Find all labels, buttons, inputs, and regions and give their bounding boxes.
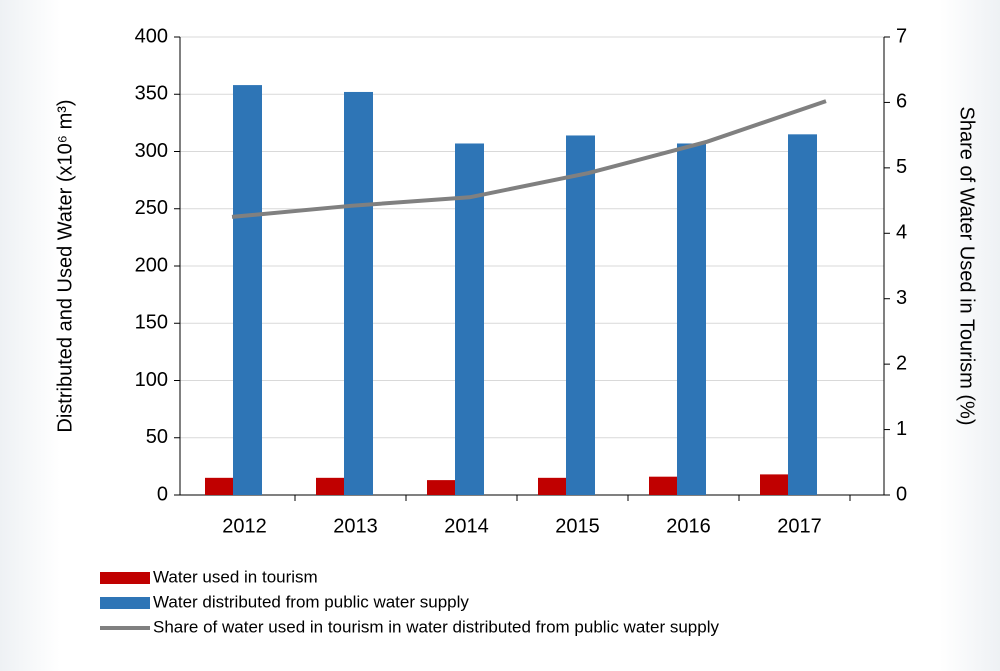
y-tick-label: 350 [135,83,168,105]
legend-swatch [100,572,150,584]
bar [233,85,262,495]
x-tick-label: 2016 [666,515,711,537]
y2-tick-label: 0 [896,483,907,505]
bar [316,477,344,495]
bar [649,476,677,495]
y2-tick-label: 6 [896,91,907,113]
y-axis-label: Distributed and Used Water (x10⁶ m³) [54,99,76,432]
bar [344,91,373,496]
bar [205,477,233,495]
bar [788,134,817,495]
bar [455,143,484,496]
legend-label: Water used in tourism [153,567,318,586]
y-tick-label: 250 [135,197,168,219]
bar [760,474,788,495]
bar [566,135,595,495]
y-tick-label: 100 [135,369,168,391]
line-series [231,99,827,219]
y2-tick-label: 2 [896,352,907,374]
y-tick-label: 150 [135,312,168,334]
y-tick-label: 400 [135,25,168,47]
x-tick-label: 2012 [222,515,267,537]
x-tick-label: 2013 [333,515,378,537]
bar [427,480,455,495]
y-tick-label: 200 [135,254,168,276]
y2-tick-label: 4 [896,222,907,244]
y2-tick-label: 5 [896,156,907,178]
x-tick-label: 2015 [555,515,600,537]
x-tick-label: 2014 [444,515,489,537]
y2-axis-label: Share of Water Used in Tourism (%) [956,107,978,426]
y2-tick-label: 7 [896,25,907,47]
y-tick-label: 0 [157,483,168,505]
legend-label: Share of water used in tourism in water … [153,617,719,636]
y-tick-label: 50 [146,426,168,448]
x-tick-label: 2017 [777,515,822,537]
y2-tick-label: 3 [896,287,907,309]
bar [538,477,566,495]
bar [677,143,706,496]
legend-swatch [100,597,150,609]
y2-tick-label: 1 [896,418,907,440]
y-tick-label: 300 [135,140,168,162]
legend-label: Water distributed from public water supp… [153,592,469,611]
